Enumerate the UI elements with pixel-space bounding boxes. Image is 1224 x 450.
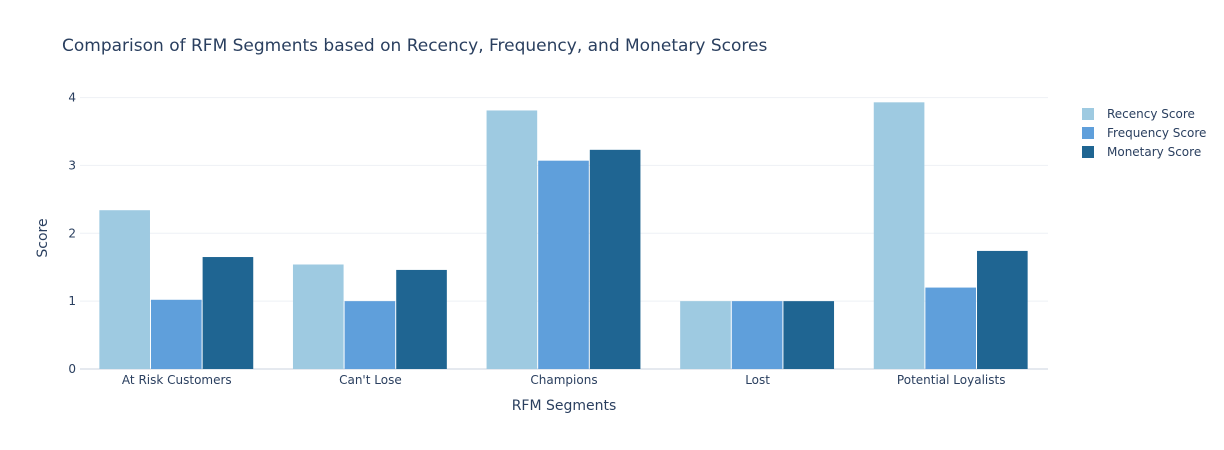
legend-swatch[interactable] — [1082, 127, 1094, 139]
bar-frequency-score[interactable] — [925, 287, 977, 369]
legend-label[interactable]: Monetary Score — [1107, 145, 1201, 159]
legend-label[interactable]: Frequency Score — [1107, 126, 1206, 140]
bar-recency-score[interactable] — [873, 102, 925, 370]
bar-frequency-score[interactable] — [150, 299, 202, 369]
bars — [99, 102, 1028, 370]
bar-monetary-score[interactable] — [202, 257, 254, 369]
y-axis-title: Score — [35, 218, 51, 257]
x-tick-label: At Risk Customers — [122, 373, 232, 387]
legend[interactable]: Recency Score Frequency Score Monetary Sco… — [1082, 107, 1206, 159]
bar-recency-score[interactable] — [486, 110, 538, 369]
chart-title: Comparison of RFM Segments based on Rece… — [62, 36, 767, 56]
legend-swatch[interactable] — [1082, 108, 1094, 120]
y-tick-label: 0 — [68, 362, 76, 376]
y-tick-label: 3 — [68, 158, 76, 172]
bar-monetary-score[interactable] — [589, 149, 641, 369]
y-tick-label: 2 — [68, 226, 76, 240]
x-axis-title: RFM Segments — [512, 398, 617, 414]
legend-label[interactable]: Recency Score — [1107, 107, 1195, 121]
bar-frequency-score[interactable] — [344, 301, 396, 369]
y-tick-label: 1 — [68, 294, 76, 308]
bar-recency-score[interactable] — [99, 210, 150, 369]
y-tick-label: 4 — [68, 91, 76, 105]
bar-monetary-score[interactable] — [396, 269, 447, 369]
bar-frequency-score[interactable] — [731, 301, 783, 369]
x-axis-ticks: At Risk Customers Can't Lose Champions Lost… — [122, 373, 1006, 387]
y-axis-ticks: 0 1 2 3 4 — [68, 91, 76, 376]
x-tick-label: Lost — [745, 373, 770, 387]
x-tick-label: Champions — [530, 373, 597, 387]
bar-monetary-score[interactable] — [977, 250, 1028, 369]
bar-frequency-score[interactable] — [538, 160, 589, 369]
legend-swatch[interactable] — [1082, 146, 1094, 158]
bar-recency-score[interactable] — [680, 301, 731, 369]
x-tick-label: Can't Lose — [339, 373, 402, 387]
x-tick-label: Potential Loyalists — [897, 373, 1006, 387]
bar-recency-score[interactable] — [292, 264, 344, 370]
bar-monetary-score[interactable] — [783, 301, 835, 369]
